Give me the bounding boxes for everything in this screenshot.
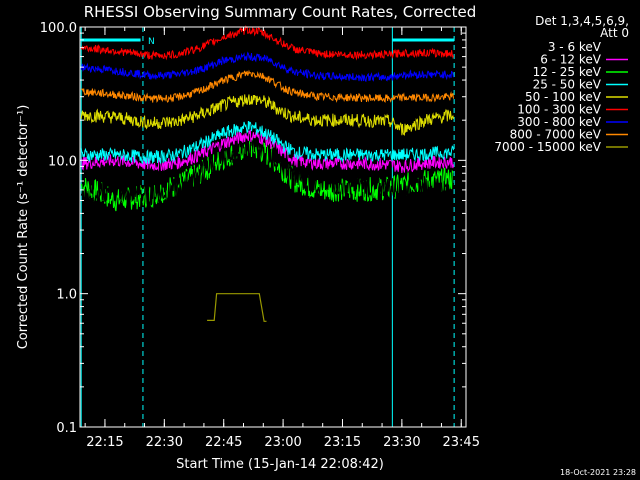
legend-label: 3 - 6 keV (548, 40, 602, 54)
y-axis: 0.1 1.0 10.0 100.0 (40, 21, 466, 436)
y-tick-label: 10.0 (48, 154, 77, 169)
orbit-markers: N (80, 27, 455, 427)
y-axis-label: Corrected Count Rate (s⁻¹ detector⁻¹) (16, 105, 31, 350)
orbit-bar-label: N (148, 37, 155, 47)
series-layer (80, 25, 454, 322)
legend-label: 50 - 100 keV (525, 90, 602, 104)
x-tick-label: 23:45 (443, 435, 480, 450)
chart-title: RHESSI Observing Summary Count Rates, Co… (84, 3, 477, 21)
series-line-3 (80, 120, 454, 165)
legend-header-line-1: Det 1,3,4,5,6,9, (535, 14, 629, 28)
legend-label: 6 - 12 keV (540, 53, 602, 67)
x-axis: 22:15 22:30 22:45 23:00 23:15 23:30 23:45 (84, 27, 480, 450)
y-tick-label: 0.1 (56, 421, 77, 436)
series-line-6 (80, 51, 454, 83)
series-line-0 (80, 134, 454, 207)
x-tick-label: 22:45 (205, 435, 242, 450)
legend-label: 300 - 800 keV (517, 115, 601, 129)
x-axis-label: Start Time (15-Jan-14 22:08:42) (176, 457, 384, 472)
series-line-4 (80, 94, 454, 136)
x-tick-label: 22:15 (86, 435, 123, 450)
x-tick-label: 23:30 (383, 435, 420, 450)
legend-label: 100 - 300 keV (517, 103, 601, 117)
x-tick-label: 23:00 (264, 435, 301, 450)
legend-label: 25 - 50 keV (533, 78, 602, 92)
y-tick-label: 100.0 (40, 21, 77, 36)
plot-frame (79, 26, 467, 428)
x-tick-label: 22:30 (146, 435, 183, 450)
series-line-5 (80, 25, 454, 61)
y-tick-label: 1.0 (56, 288, 77, 303)
legend-header-line-2: Att 0 (600, 26, 629, 40)
legend-label: 800 - 7000 keV (510, 128, 602, 142)
footer-date: 18-Oct-2021 23:28 (560, 468, 636, 477)
series-line-8 (207, 293, 267, 322)
x-tick-label: 23:15 (324, 435, 361, 450)
legend-label: 12 - 25 keV (533, 65, 602, 79)
series-line-7 (80, 69, 454, 103)
legend-label: 7000 - 15000 keV (494, 140, 601, 154)
